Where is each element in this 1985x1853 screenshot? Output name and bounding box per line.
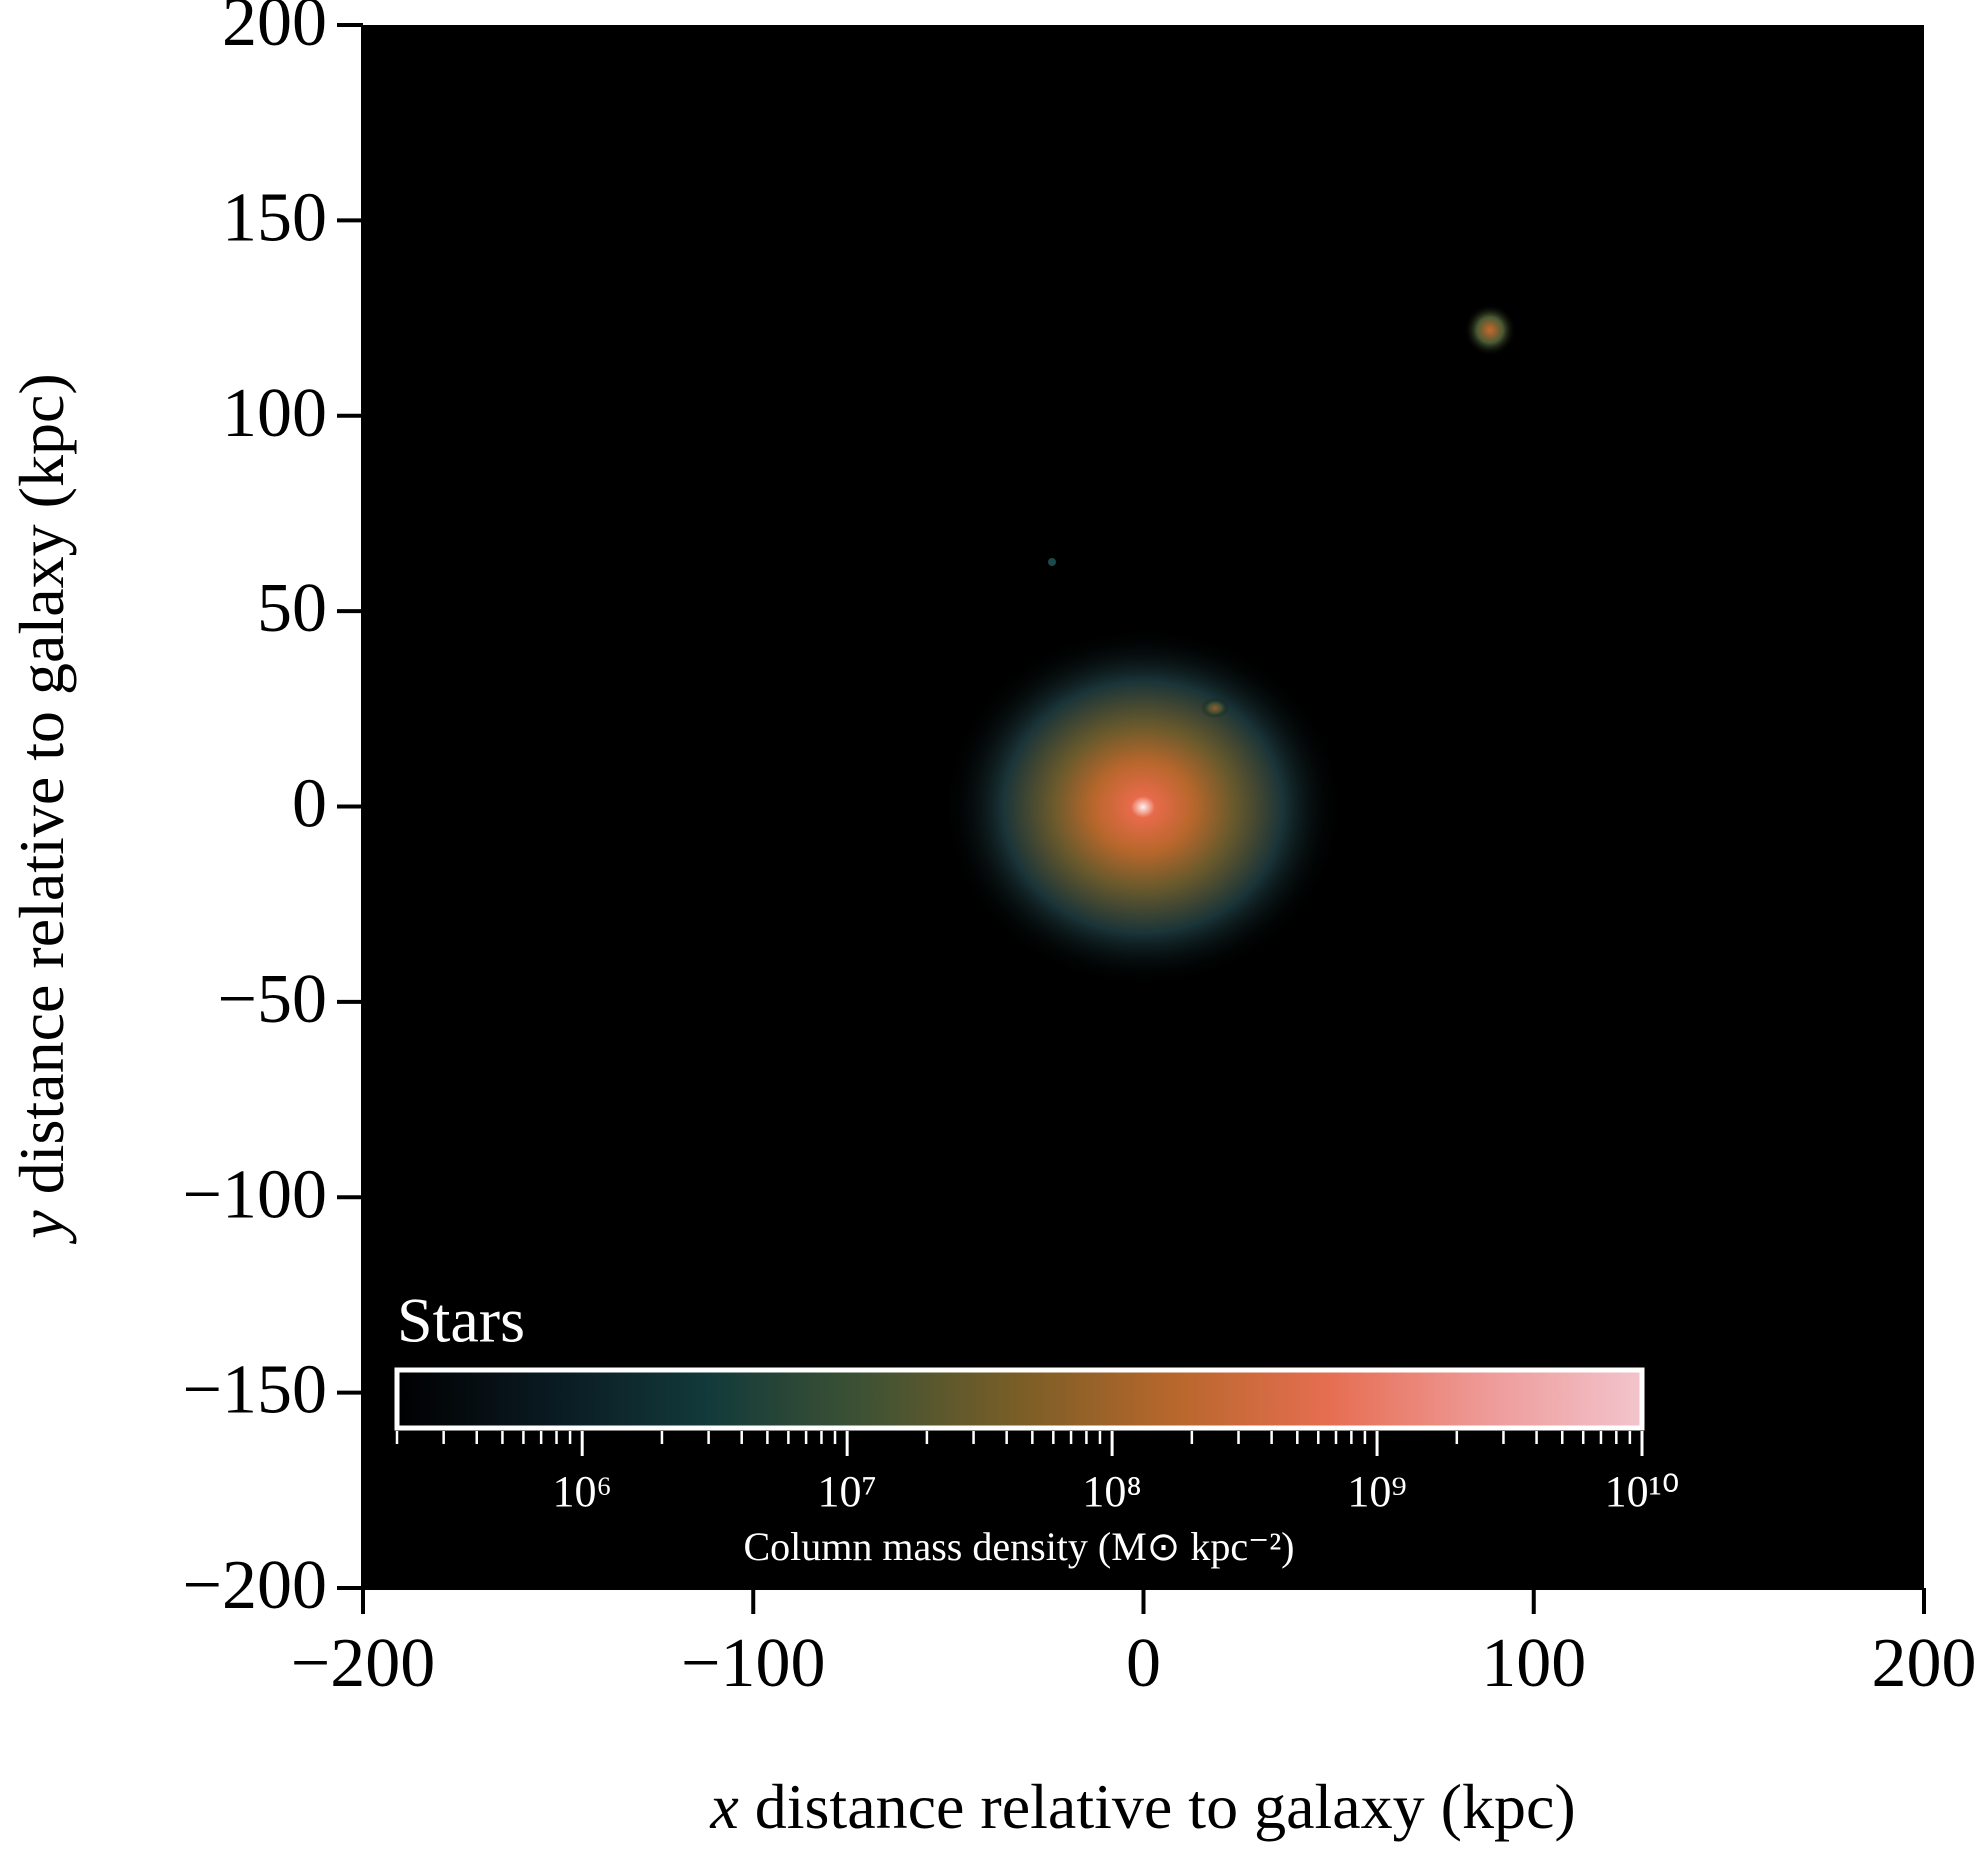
satellite [1464, 304, 1516, 356]
x-tick-label: 0 [1126, 1625, 1161, 1702]
y-tick-label: 0 [292, 766, 327, 843]
colorbar-tick-label: 10⁹ [1347, 1467, 1406, 1516]
satellite [1201, 698, 1229, 718]
x-tick-label: 200 [1872, 1625, 1977, 1702]
y-tick-label: −150 [183, 1352, 327, 1429]
x-tick-label: −100 [681, 1625, 825, 1702]
colorbar-tick-label: 10⁶ [553, 1467, 612, 1516]
colorbar-tick-label: 10⁷ [817, 1467, 876, 1516]
x-axis-label: x distance relative to galaxy (kpc) [709, 1771, 1575, 1842]
colorbar-tick-label: 10¹⁰ [1605, 1467, 1680, 1516]
main-galaxy [943, 627, 1343, 987]
x-tick-label: −200 [291, 1625, 435, 1702]
satellite [1048, 558, 1056, 566]
y-tick-label: 150 [222, 179, 327, 256]
image-features [943, 304, 1516, 987]
y-axis-label: y distance relative to galaxy (kpc) [6, 373, 77, 1244]
y-tick-label: 200 [222, 0, 327, 61]
colorbar-title: Stars [397, 1285, 525, 1356]
colorbar-tick-label: 10⁸ [1082, 1467, 1141, 1516]
x-tick-label: 100 [1481, 1625, 1586, 1702]
colorbar-label: Column mass density (M⊙ kpc⁻²) [743, 1524, 1294, 1569]
colorbar [394, 1367, 1645, 1431]
y-tick-label: −200 [183, 1547, 327, 1624]
y-tick-label: −50 [218, 961, 327, 1038]
y-tick-label: −100 [183, 1156, 327, 1233]
y-tick-label: 50 [257, 570, 327, 647]
y-tick-label: 100 [222, 375, 327, 452]
